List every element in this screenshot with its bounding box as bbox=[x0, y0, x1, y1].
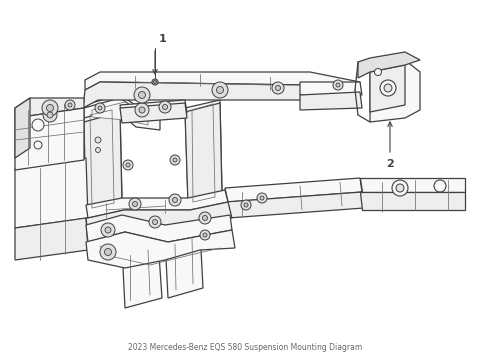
Circle shape bbox=[96, 148, 100, 153]
Circle shape bbox=[95, 137, 101, 143]
Circle shape bbox=[152, 220, 157, 225]
Circle shape bbox=[123, 160, 133, 170]
Polygon shape bbox=[83, 82, 360, 108]
Polygon shape bbox=[15, 218, 88, 260]
Polygon shape bbox=[185, 103, 222, 205]
Circle shape bbox=[380, 80, 396, 96]
Circle shape bbox=[68, 103, 72, 107]
Polygon shape bbox=[225, 178, 362, 202]
Circle shape bbox=[200, 230, 210, 240]
Polygon shape bbox=[15, 98, 84, 118]
Circle shape bbox=[152, 79, 158, 85]
Circle shape bbox=[384, 84, 392, 92]
Circle shape bbox=[104, 248, 112, 256]
Circle shape bbox=[202, 216, 207, 220]
Circle shape bbox=[42, 100, 58, 116]
Circle shape bbox=[199, 212, 211, 224]
Circle shape bbox=[126, 163, 130, 167]
Circle shape bbox=[139, 91, 146, 99]
Circle shape bbox=[47, 104, 53, 112]
Polygon shape bbox=[225, 192, 364, 218]
Circle shape bbox=[32, 119, 44, 131]
Polygon shape bbox=[120, 100, 187, 118]
Circle shape bbox=[244, 203, 248, 207]
Text: 2023 Mercedes-Benz EQS 580 Suspension Mounting Diagram: 2023 Mercedes-Benz EQS 580 Suspension Mo… bbox=[128, 343, 362, 352]
Polygon shape bbox=[15, 108, 84, 170]
Circle shape bbox=[98, 106, 102, 110]
Circle shape bbox=[105, 227, 111, 233]
Text: 2: 2 bbox=[386, 159, 394, 169]
Circle shape bbox=[241, 200, 251, 210]
Polygon shape bbox=[15, 98, 30, 158]
Circle shape bbox=[34, 141, 42, 149]
Polygon shape bbox=[84, 108, 122, 212]
Circle shape bbox=[139, 107, 145, 113]
Text: 1: 1 bbox=[159, 34, 167, 44]
Polygon shape bbox=[358, 52, 420, 78]
Polygon shape bbox=[120, 103, 187, 123]
Circle shape bbox=[217, 86, 223, 94]
Circle shape bbox=[163, 104, 168, 109]
Circle shape bbox=[336, 83, 340, 87]
Circle shape bbox=[396, 184, 404, 192]
Circle shape bbox=[100, 244, 116, 260]
Circle shape bbox=[173, 158, 177, 162]
Polygon shape bbox=[92, 102, 148, 125]
Circle shape bbox=[392, 180, 408, 196]
Polygon shape bbox=[122, 240, 162, 308]
Circle shape bbox=[101, 223, 115, 237]
Polygon shape bbox=[300, 92, 362, 110]
Circle shape bbox=[134, 87, 150, 103]
Circle shape bbox=[203, 233, 207, 237]
Circle shape bbox=[434, 180, 446, 192]
Circle shape bbox=[159, 101, 171, 113]
Circle shape bbox=[212, 82, 228, 98]
Polygon shape bbox=[86, 230, 235, 268]
Circle shape bbox=[257, 193, 267, 203]
Circle shape bbox=[172, 198, 177, 202]
Circle shape bbox=[135, 103, 149, 117]
Circle shape bbox=[272, 82, 284, 94]
Circle shape bbox=[47, 112, 53, 118]
Circle shape bbox=[43, 108, 57, 122]
Circle shape bbox=[153, 81, 156, 84]
Polygon shape bbox=[86, 215, 232, 242]
Circle shape bbox=[129, 198, 141, 210]
Polygon shape bbox=[370, 60, 420, 122]
Polygon shape bbox=[86, 202, 232, 234]
Polygon shape bbox=[84, 95, 140, 118]
Circle shape bbox=[170, 155, 180, 165]
Polygon shape bbox=[185, 100, 222, 200]
Circle shape bbox=[374, 68, 382, 76]
Polygon shape bbox=[15, 158, 88, 228]
Circle shape bbox=[333, 80, 343, 90]
Circle shape bbox=[275, 86, 280, 90]
Polygon shape bbox=[165, 230, 203, 298]
Circle shape bbox=[95, 103, 105, 113]
Polygon shape bbox=[84, 112, 122, 218]
Polygon shape bbox=[360, 178, 465, 192]
Polygon shape bbox=[85, 72, 360, 92]
Polygon shape bbox=[370, 65, 405, 112]
Polygon shape bbox=[86, 190, 228, 218]
Polygon shape bbox=[84, 98, 160, 130]
Circle shape bbox=[149, 216, 161, 228]
Polygon shape bbox=[360, 192, 465, 210]
Polygon shape bbox=[300, 82, 362, 95]
Circle shape bbox=[169, 194, 181, 206]
Circle shape bbox=[65, 100, 75, 110]
Circle shape bbox=[260, 196, 264, 200]
Circle shape bbox=[132, 202, 138, 207]
